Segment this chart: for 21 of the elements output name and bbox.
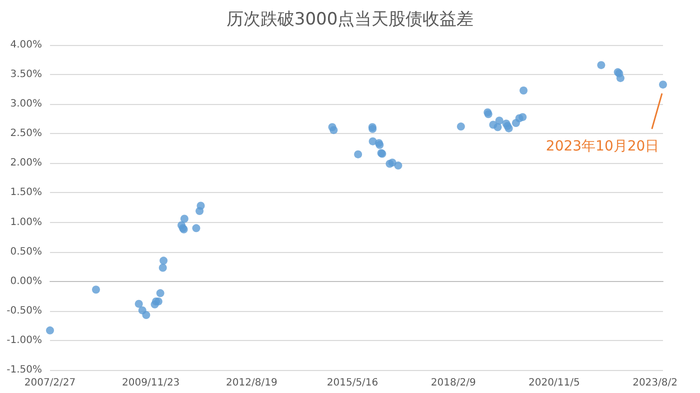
y-tick-label: 2.00%: [10, 158, 42, 169]
chart-title: 历次跌破3000点当天股债收益差: [226, 10, 474, 30]
x-tick-label: 2012/8/19: [226, 378, 278, 388]
y-tick-label: 3.50%: [10, 69, 42, 80]
y-tick-label: 0.00%: [10, 276, 42, 287]
y-tick-label: 4.00%: [10, 40, 42, 50]
y-tick-label: 1.00%: [10, 216, 42, 228]
x-tick-label: 2020/11/5: [528, 378, 580, 388]
x-tick-label: 2007/2/27: [24, 378, 76, 388]
y-tick-label: 1.50%: [10, 187, 42, 198]
y-tick-label: -1.00%: [6, 334, 42, 346]
annotation: 2023年10月20日: [546, 138, 660, 155]
x-tick-label: 2009/11/23: [122, 378, 180, 388]
x-tick-label: 2023/8/2: [632, 378, 678, 388]
x-tick-label: 2018/2/9: [430, 378, 476, 388]
y-tick-label: -0.50%: [6, 305, 42, 316]
x-tick-label: 2015/5/16: [326, 378, 378, 388]
y-tick-label: 2.50%: [10, 128, 42, 140]
y-tick-label: 3.00%: [10, 98, 42, 110]
y-tick-label: -1.50%: [6, 364, 42, 376]
y-tick-label: 0.50%: [10, 246, 42, 258]
